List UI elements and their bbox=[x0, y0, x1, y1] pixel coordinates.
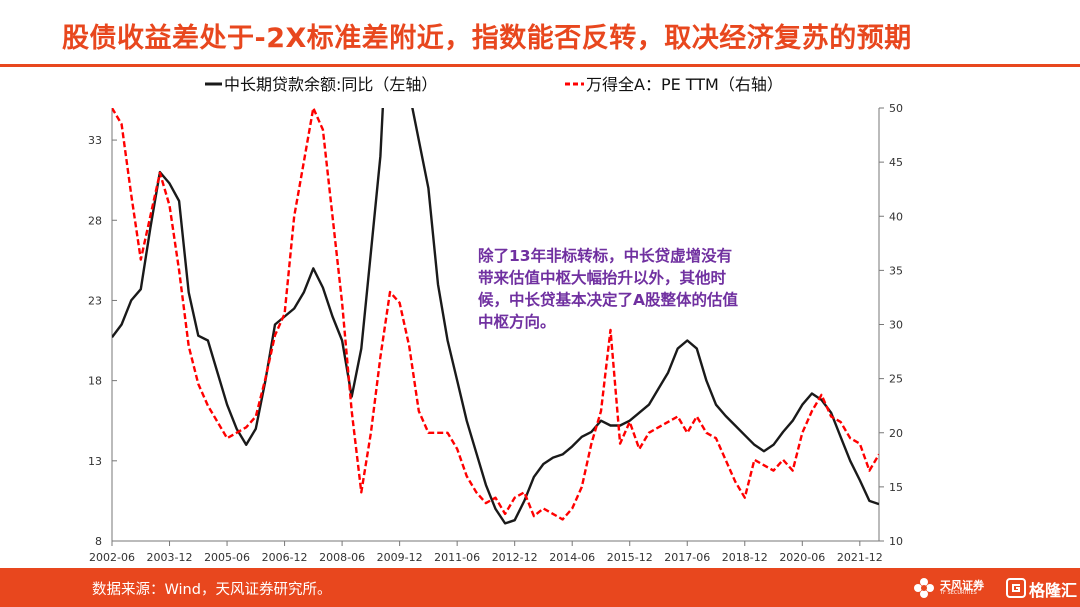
y-right-tick-label: 10 bbox=[889, 535, 903, 548]
y-right-tick-label: 35 bbox=[889, 264, 903, 277]
line-chart: 中长期贷款余额:同比（左轴） 万得全A：PE TTM（右轴） 8 13 18 23 28… bbox=[88, 75, 903, 564]
y-right-tick-label: 25 bbox=[889, 373, 903, 386]
y-left-tick-label: 23 bbox=[88, 294, 102, 307]
title-divider bbox=[0, 64, 1080, 67]
x-tick-label: 2015-12 bbox=[607, 551, 653, 564]
slide-title: 股债收益差处于-2X标准差附近，指数能否反转，取决经济复苏的预期 bbox=[62, 23, 912, 54]
legend-label-pe: 万得全A：PE TTM（右轴） bbox=[586, 75, 783, 94]
y-right-tick-label: 20 bbox=[889, 427, 903, 440]
y-left-tick-label: 18 bbox=[88, 375, 102, 388]
y-right-tick-label: 40 bbox=[889, 210, 903, 223]
x-tick-label: 2012-12 bbox=[492, 551, 538, 564]
y-right-tick-label: 15 bbox=[889, 481, 903, 494]
x-tick-label: 2009-12 bbox=[377, 551, 423, 564]
chart-axes: 8 13 18 23 28 33 10 15 20 25 30 35 40 45 50 2002-06 2003… bbox=[88, 102, 903, 564]
series-line-loan-growth bbox=[112, 108, 879, 525]
x-tick-label: 2018-12 bbox=[722, 551, 768, 564]
y-left-tick-label: 8 bbox=[95, 535, 102, 548]
y-left-tick-label: 33 bbox=[88, 134, 102, 147]
tf-logo-subtext: TF SECURITIES bbox=[940, 590, 977, 596]
x-tick-label: 2021-12 bbox=[837, 551, 883, 564]
y-right-tick-label: 30 bbox=[889, 319, 903, 332]
x-tick-label: 2006-12 bbox=[262, 551, 308, 564]
y-left-tick-label: 13 bbox=[88, 455, 102, 468]
tf-securities-logo: 天风证券 TF SECURITIES bbox=[912, 575, 1002, 601]
x-tick-label: 2003-12 bbox=[147, 551, 193, 564]
gelonghui-logo: 格隆汇 bbox=[1006, 574, 1078, 602]
g-badge-icon bbox=[1006, 578, 1026, 598]
x-tick-label: 2011-06 bbox=[434, 551, 480, 564]
y-right-tick-label: 50 bbox=[889, 102, 903, 115]
chart-series bbox=[112, 108, 879, 525]
footer-bar: 数据来源：Wind，天风证券研究所。 天风证券 TF SECURITIES 格隆… bbox=[0, 568, 1080, 607]
y-left-tick-label: 28 bbox=[88, 214, 102, 227]
source-text: 数据来源：Wind，天风证券研究所。 bbox=[92, 582, 332, 598]
gelonghui-logo-text: 格隆汇 bbox=[1029, 581, 1078, 600]
tf-logo-text: 天风证券 bbox=[940, 579, 984, 592]
x-tick-label: 2014-06 bbox=[549, 551, 595, 564]
y-right-tick-label: 45 bbox=[889, 156, 903, 169]
legend-label-loan: 中长期贷款余额:同比（左轴） bbox=[224, 75, 437, 94]
series-line-pe-ttm bbox=[112, 108, 879, 521]
x-tick-label: 2020-06 bbox=[779, 551, 825, 564]
chart-legend: 中长期贷款余额:同比（左轴） 万得全A：PE TTM（右轴） bbox=[205, 75, 783, 94]
x-tick-label: 2002-06 bbox=[89, 551, 135, 564]
x-tick-label: 2017-06 bbox=[664, 551, 710, 564]
flower-icon bbox=[914, 578, 934, 598]
x-tick-label: 2008-06 bbox=[319, 551, 365, 564]
annotation-note: 除了13年非标转标，中长贷虚增没有带来估值中枢大幅抬升以外，其他时候，中长贷基本… bbox=[478, 247, 738, 331]
x-tick-label: 2005-06 bbox=[204, 551, 250, 564]
